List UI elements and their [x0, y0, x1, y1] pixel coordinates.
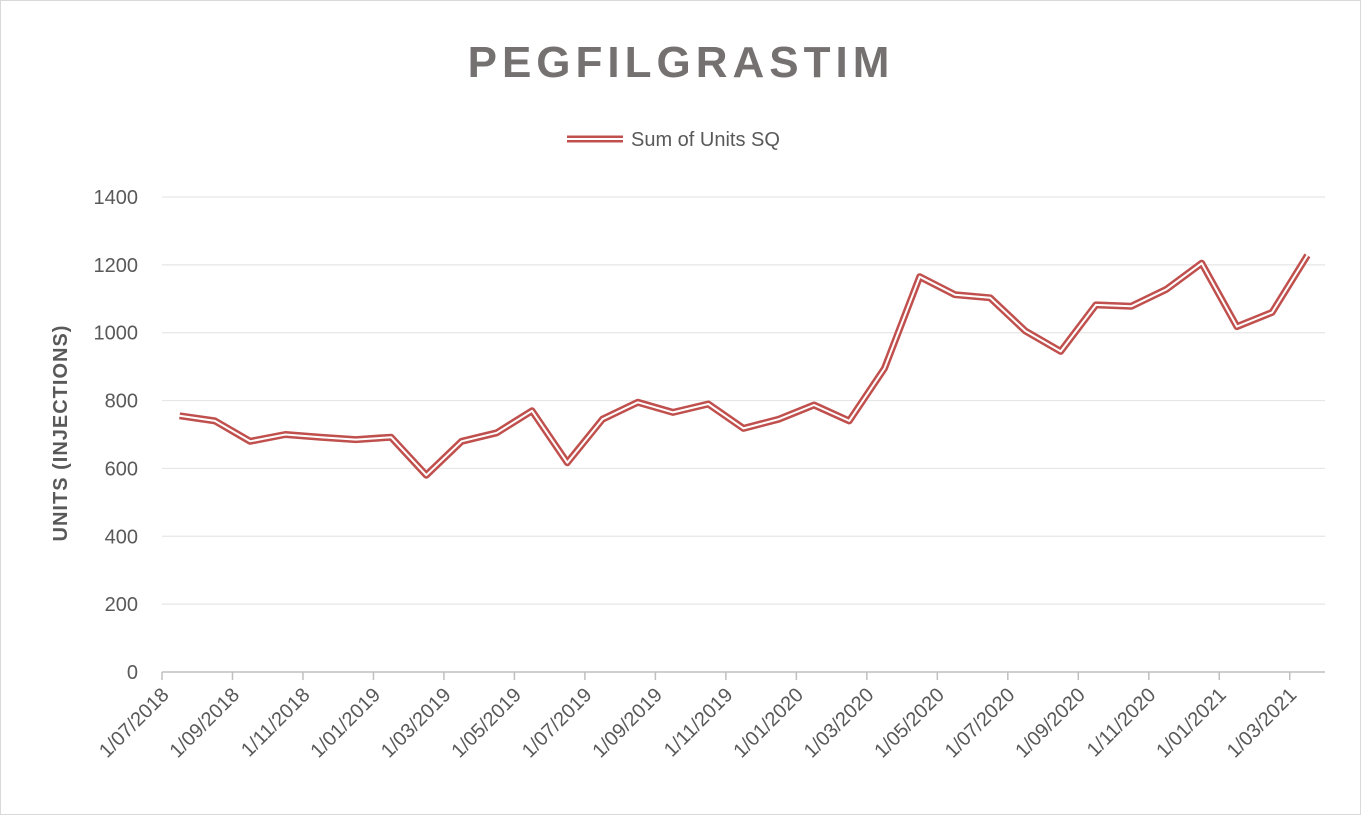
- x-tick-label: 1/09/2020: [1011, 684, 1089, 762]
- data-point: [1199, 260, 1205, 266]
- data-point: [1269, 309, 1275, 315]
- data-point: [987, 295, 993, 301]
- x-tick-label: 1/09/2018: [166, 684, 244, 762]
- x-tick-label: 1/11/2018: [237, 684, 314, 761]
- data-point: [177, 413, 183, 419]
- data-point: [1093, 302, 1099, 308]
- y-tick-label: 0: [127, 662, 138, 684]
- data-point: [1058, 348, 1064, 354]
- data-point: [318, 434, 324, 440]
- x-tick-label: 1/01/2021: [1152, 684, 1230, 762]
- x-axis: 1/07/20181/09/20181/11/20181/01/20191/03…: [95, 671, 1325, 762]
- x-tick-label: 1/07/2019: [518, 684, 596, 762]
- y-axis-title: UNITS (INJECTIONS): [50, 325, 72, 542]
- x-tick-label: 1/07/2020: [941, 684, 1019, 762]
- series-line-core: [179, 254, 1309, 477]
- data-point: [353, 437, 359, 443]
- y-tick-label: 200: [105, 594, 138, 616]
- data-point: [1128, 303, 1134, 309]
- data-point: [282, 432, 288, 438]
- x-tick-label: 1/01/2020: [729, 684, 807, 762]
- legend-label: Sum of Units SQ: [631, 129, 780, 151]
- x-tick-label: 1/01/2019: [307, 684, 385, 762]
- series-line: [177, 252, 1311, 479]
- data-point: [564, 460, 570, 466]
- data-point: [529, 408, 535, 414]
- data-point: [1304, 252, 1310, 258]
- x-tick-label: 1/11/2019: [660, 684, 737, 761]
- y-tick-label: 1200: [94, 255, 139, 277]
- data-point: [952, 292, 958, 298]
- data-point: [917, 274, 923, 280]
- data-point: [247, 438, 253, 444]
- y-tick-label: 1000: [94, 323, 139, 345]
- data-point: [846, 418, 852, 424]
- y-tick-labels: 0 200 400 600 800 1000 1200 1400: [94, 187, 139, 684]
- y-tick-label: 400: [105, 526, 138, 548]
- data-point: [494, 430, 500, 436]
- data-point: [635, 399, 641, 405]
- data-point: [705, 401, 711, 407]
- x-tick-label: 1/05/2019: [447, 684, 525, 762]
- data-point: [459, 438, 465, 444]
- data-point: [423, 472, 429, 478]
- data-point: [388, 434, 394, 440]
- y-tick-label: 1400: [94, 187, 139, 209]
- y-tick-label: 600: [105, 458, 138, 480]
- data-point: [776, 416, 782, 422]
- data-point: [1022, 328, 1028, 334]
- data-point: [882, 365, 888, 371]
- data-point: [600, 416, 606, 422]
- data-point: [811, 402, 817, 408]
- chart-title: PEGFILGRASTIM: [468, 38, 895, 87]
- legend: Sum of Units SQ: [567, 129, 780, 151]
- x-tick-label: 1/03/2021: [1223, 684, 1301, 762]
- x-tick-label: 1/11/2020: [1083, 684, 1160, 761]
- x-tick-label: 1/05/2020: [870, 684, 948, 762]
- x-tick-label: 1/03/2019: [377, 684, 455, 762]
- x-tick-label: 1/03/2020: [800, 684, 878, 762]
- data-point: [212, 418, 218, 424]
- data-point: [670, 409, 676, 415]
- x-tick-label: 1/07/2018: [95, 684, 173, 762]
- data-point: [741, 425, 747, 431]
- x-tick-label: 1/09/2019: [588, 684, 666, 762]
- y-tick-label: 800: [105, 391, 138, 413]
- data-point: [1234, 324, 1240, 330]
- series-line-outline: [179, 253, 1311, 479]
- data-point: [1163, 286, 1169, 292]
- gridlines: [162, 196, 1325, 605]
